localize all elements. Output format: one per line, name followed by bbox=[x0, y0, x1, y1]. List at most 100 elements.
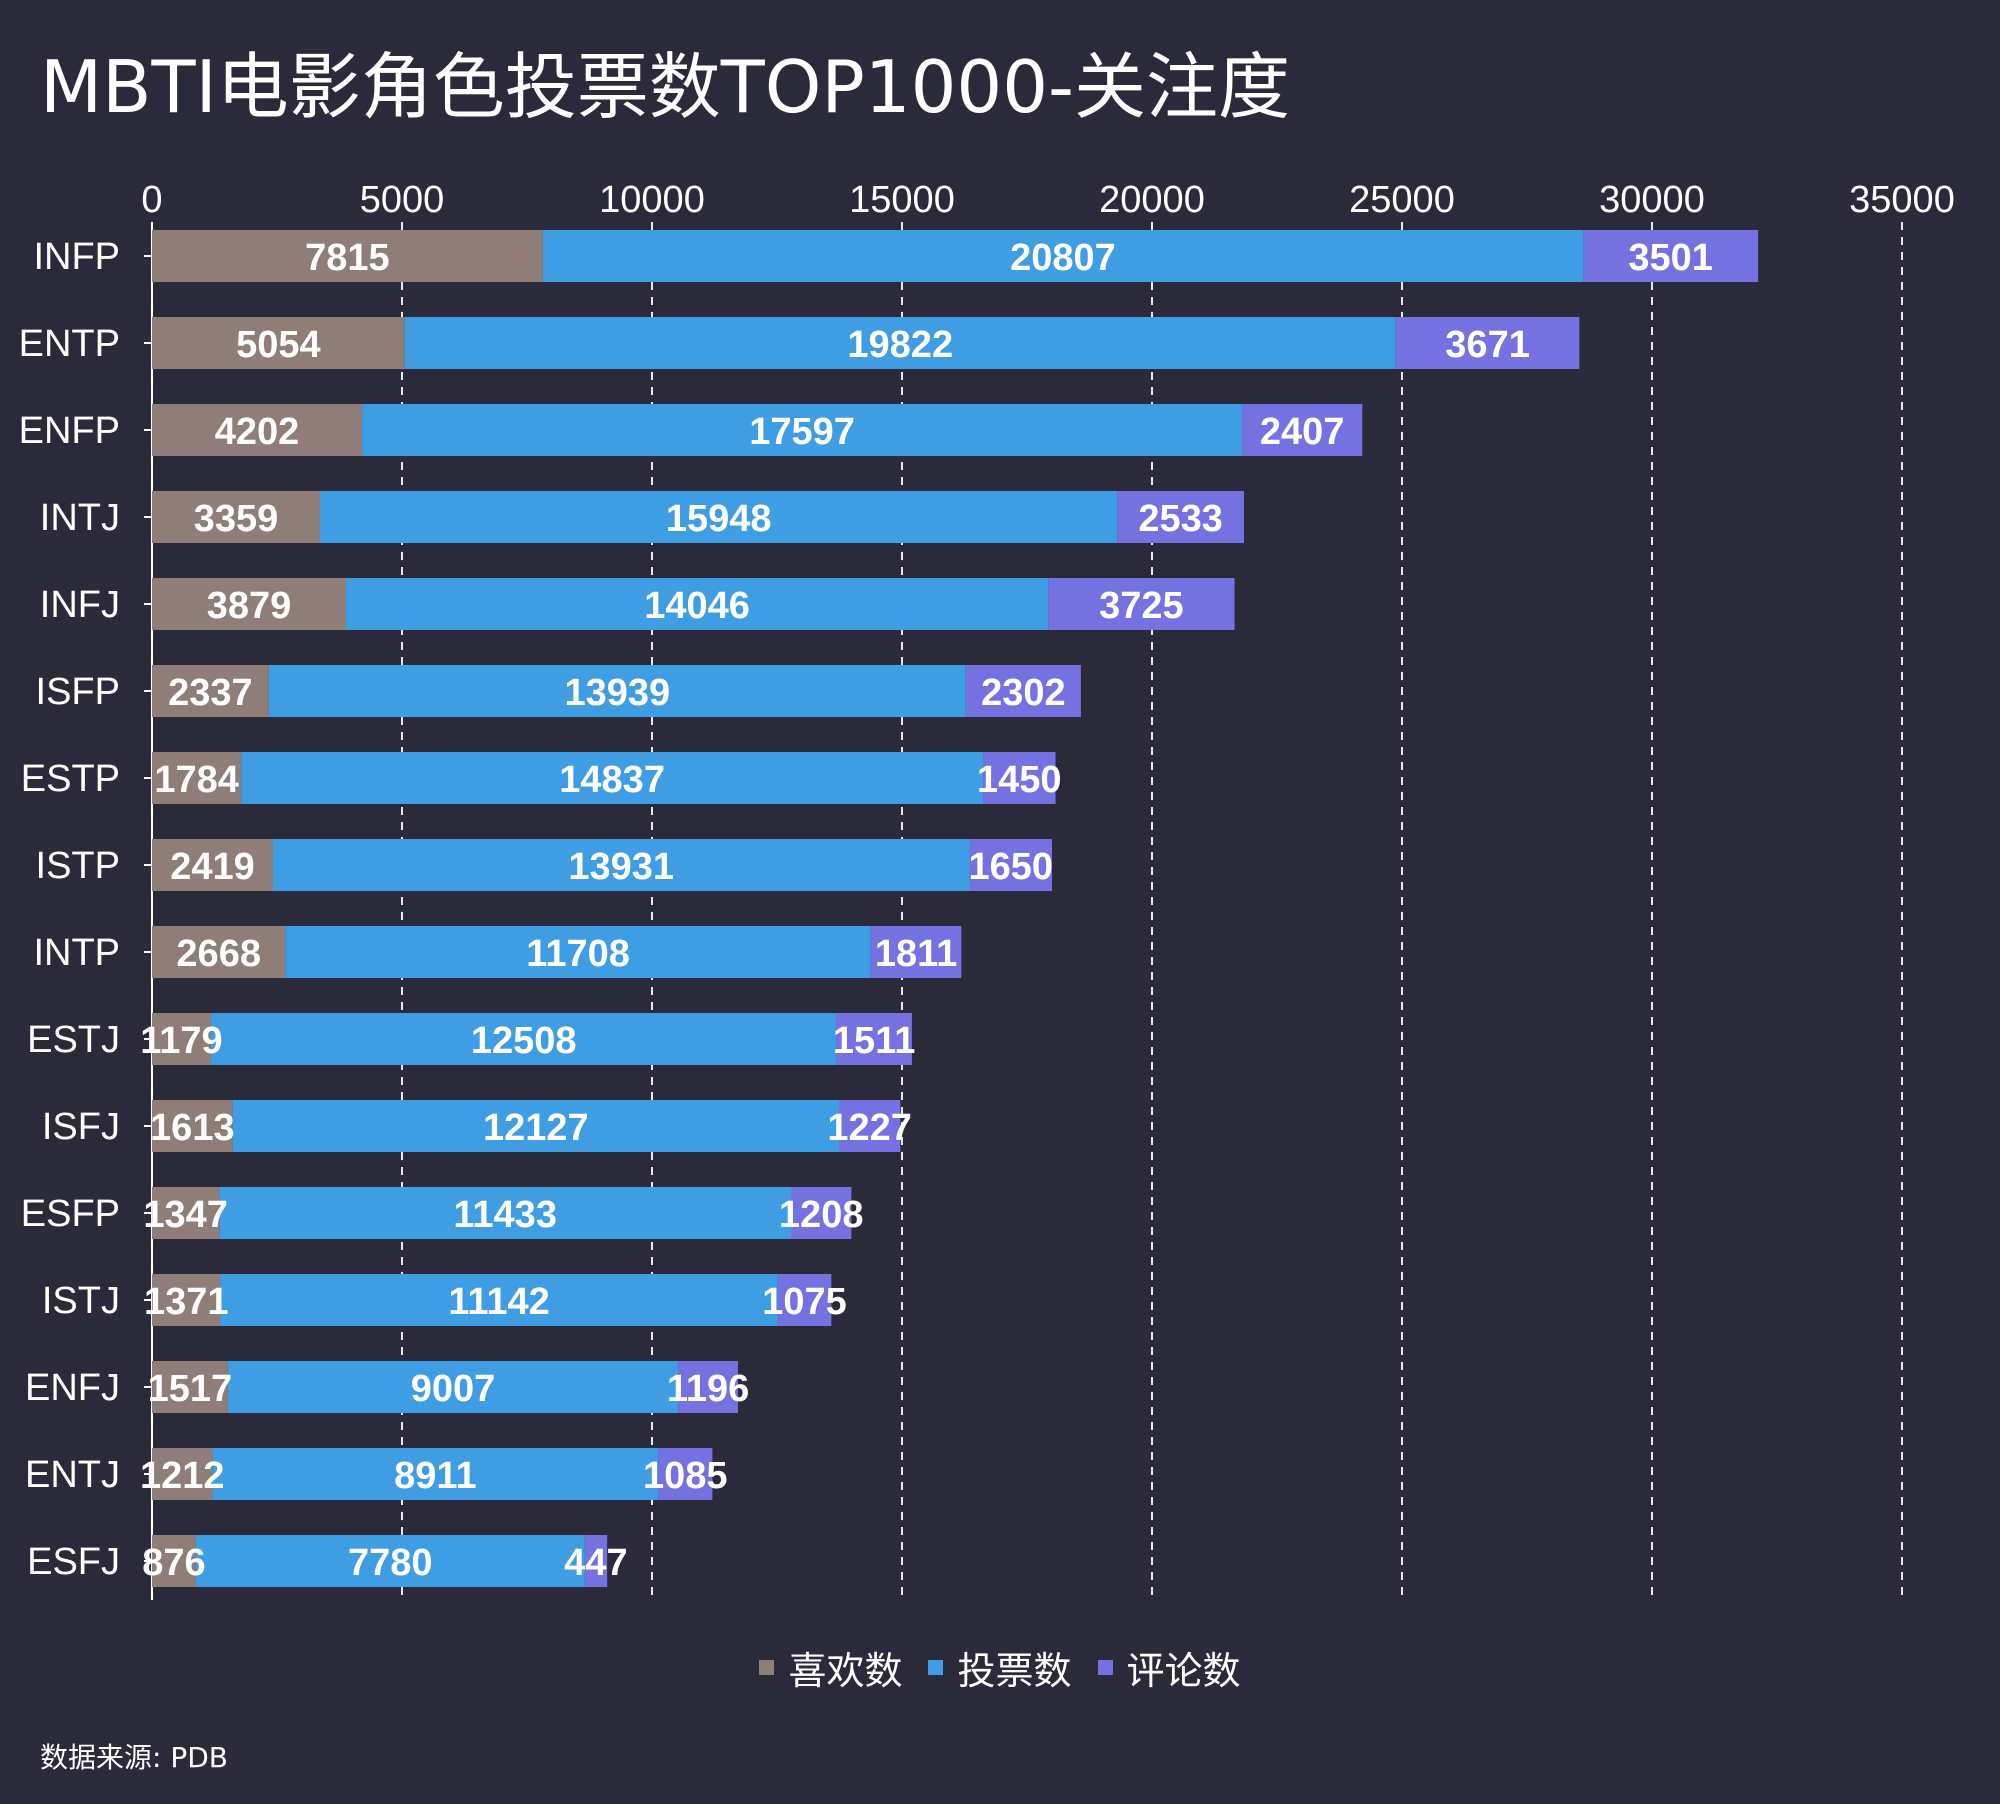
data-label: 17597 bbox=[749, 411, 855, 453]
data-label: 20807 bbox=[1010, 237, 1116, 279]
bar-segment bbox=[152, 839, 273, 891]
data-label: 8911 bbox=[394, 1455, 476, 1497]
data-label: 3671 bbox=[1445, 324, 1530, 366]
bar-segment bbox=[345, 578, 1049, 630]
bar-segment bbox=[1395, 317, 1580, 369]
category-label: ESFJ bbox=[27, 1541, 120, 1583]
category-label: ENFJ bbox=[25, 1367, 120, 1409]
data-label: 14837 bbox=[559, 759, 665, 801]
data-label: 1196 bbox=[667, 1368, 749, 1410]
bar-segment bbox=[285, 926, 871, 978]
data-label: 4202 bbox=[215, 411, 300, 453]
bar-segment bbox=[152, 1448, 213, 1500]
data-label: 2533 bbox=[1138, 498, 1223, 540]
legend-swatch bbox=[928, 1660, 944, 1675]
bar-segment bbox=[983, 752, 1056, 804]
bar-segment bbox=[965, 665, 1081, 717]
source-note: 数据来源: PDB bbox=[40, 1741, 228, 1774]
bar-segment bbox=[241, 752, 984, 804]
bar-segment bbox=[152, 578, 346, 630]
data-label: 1208 bbox=[779, 1194, 864, 1236]
bar-segment bbox=[152, 752, 242, 804]
bar-segment bbox=[542, 230, 1584, 282]
legend-item: 评论数 bbox=[1097, 1640, 1241, 1695]
category-label: ESTJ bbox=[27, 1019, 120, 1061]
bar-segment bbox=[1583, 230, 1759, 282]
data-label: 11142 bbox=[448, 1281, 549, 1323]
x-tick-label: 20000 bbox=[1099, 179, 1205, 221]
data-label: 1450 bbox=[977, 759, 1062, 801]
legend: 喜欢数 投票数 评论数 bbox=[0, 1640, 2000, 1695]
bar-segment bbox=[152, 317, 405, 369]
bar-segment bbox=[870, 926, 962, 978]
bar-segment bbox=[1048, 578, 1235, 630]
data-label: 1212 bbox=[140, 1455, 225, 1497]
data-label: 15948 bbox=[666, 498, 772, 540]
bar-segment bbox=[404, 317, 1396, 369]
legend-label: 喜欢数 bbox=[788, 1649, 903, 1693]
data-label: 1650 bbox=[968, 846, 1053, 888]
x-tick-label: 30000 bbox=[1599, 179, 1705, 221]
bar-segment bbox=[791, 1187, 852, 1239]
category-label: ENFP bbox=[19, 410, 120, 452]
bar-segment bbox=[152, 404, 363, 456]
data-label: 5054 bbox=[236, 324, 321, 366]
bar-segment bbox=[152, 491, 320, 543]
category-label: ENTP bbox=[19, 323, 120, 365]
legend-label: 评论数 bbox=[1126, 1649, 1241, 1693]
bar-segment bbox=[777, 1274, 832, 1326]
bar-segment bbox=[152, 230, 543, 282]
bar-segment bbox=[152, 1361, 228, 1413]
x-tick-label: 15000 bbox=[849, 179, 955, 221]
legend-swatch bbox=[759, 1660, 775, 1675]
bar-segment bbox=[152, 1100, 233, 1152]
data-label: 14046 bbox=[644, 585, 750, 627]
data-label: 19822 bbox=[847, 324, 953, 366]
bar-segment bbox=[1241, 404, 1363, 456]
data-label: 13931 bbox=[568, 846, 674, 888]
data-label: 3359 bbox=[194, 498, 279, 540]
data-label: 2419 bbox=[170, 846, 255, 888]
data-label: 447 bbox=[564, 1542, 627, 1584]
legend-item: 投票数 bbox=[928, 1640, 1072, 1695]
category-label: INFP bbox=[33, 236, 120, 278]
data-label: 3501 bbox=[1628, 237, 1713, 279]
legend-swatch bbox=[1097, 1660, 1113, 1675]
data-label: 1371 bbox=[144, 1281, 229, 1323]
data-label: 1179 bbox=[140, 1020, 222, 1062]
bar-segment bbox=[212, 1448, 659, 1500]
category-label: ISTJ bbox=[42, 1280, 120, 1322]
bar-segment bbox=[839, 1100, 901, 1152]
bar-segment bbox=[195, 1535, 585, 1587]
data-label: 3879 bbox=[207, 585, 292, 627]
data-label: 1085 bbox=[643, 1455, 728, 1497]
category-label: ENTJ bbox=[25, 1454, 120, 1496]
legend-label: 投票数 bbox=[957, 1649, 1072, 1693]
x-tick-label: 10000 bbox=[599, 179, 705, 221]
data-label: 2668 bbox=[176, 933, 261, 975]
data-label: 2407 bbox=[1260, 411, 1345, 453]
bar-segment bbox=[152, 926, 286, 978]
data-label: 1613 bbox=[150, 1107, 235, 1149]
category-label: INTJ bbox=[40, 497, 120, 539]
bar-segment bbox=[210, 1013, 837, 1065]
data-label: 2337 bbox=[168, 672, 253, 714]
bar-segment bbox=[1117, 491, 1244, 543]
bar-segment bbox=[232, 1100, 839, 1152]
category-label: ISFJ bbox=[42, 1106, 120, 1148]
data-label: 876 bbox=[142, 1542, 205, 1584]
bar-segment bbox=[272, 839, 970, 891]
bar-segment bbox=[152, 665, 269, 717]
bar-segment bbox=[219, 1187, 792, 1239]
bar-segment bbox=[152, 1535, 196, 1587]
data-label: 1517 bbox=[148, 1368, 233, 1410]
bar-segment bbox=[658, 1448, 713, 1500]
legend-item: 喜欢数 bbox=[759, 1640, 902, 1695]
bar-segment bbox=[969, 839, 1052, 891]
data-label: 3725 bbox=[1099, 585, 1184, 627]
data-label: 11433 bbox=[453, 1194, 557, 1236]
bar-segment bbox=[319, 491, 1118, 543]
stacked-bar-chart: 0 5000 10000 15000 20000 25000 30000 35000 INFP 7… bbox=[19, 179, 1955, 1600]
bar-segment bbox=[152, 1187, 220, 1239]
category-label: ISTP bbox=[36, 845, 120, 887]
